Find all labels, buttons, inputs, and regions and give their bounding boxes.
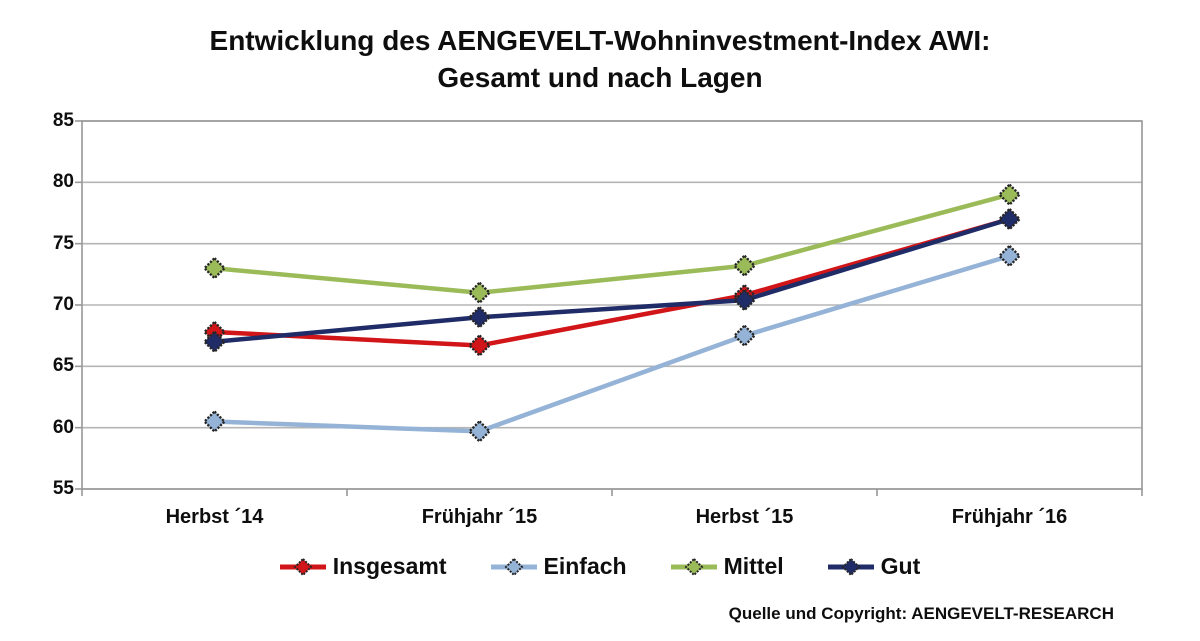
marker-einfach: [467, 419, 492, 444]
y-axis-tick-label: 60: [52, 416, 74, 438]
series-line-gut: [214, 216, 1011, 345]
x-axis-tick-label: Herbst ´14: [165, 506, 264, 528]
chart-title: Entwicklung des AENGEVELT-Wohninvestment…: [0, 22, 1200, 96]
series-line-mittel: [214, 192, 1011, 295]
y-axis-tick-label: 80: [52, 171, 74, 193]
marker-mittel: [467, 281, 492, 305]
legend-label: Einfach: [543, 553, 627, 579]
source-credit: Quelle und Copyright: AENGEVELT-RESEARCH: [728, 604, 1114, 623]
marker-einfach: [202, 409, 227, 434]
series-line-insgesamt: [214, 216, 1011, 348]
legend-marker-icon: [827, 557, 874, 576]
legend: Insgesamt Einfach Mittel Gut: [0, 553, 1200, 580]
legend-marker-icon: [490, 557, 537, 576]
marker-gut: [202, 330, 227, 354]
legend-item-einfach: Einfach: [490, 553, 627, 580]
x-axis-tick-label: Herbst ´15: [695, 506, 794, 528]
y-axis-tick-label: 70: [52, 294, 74, 315]
y-axis-tick-label: 75: [52, 232, 74, 254]
legend-label: Mittel: [723, 553, 784, 579]
series-line-einfach: [214, 253, 1011, 434]
marker-mittel: [202, 256, 227, 280]
legend-label: Insgesamt: [332, 553, 447, 579]
chart-title-line1: Entwicklung des AENGEVELT-Wohninvestment…: [209, 25, 991, 56]
y-axis-tick-label: 65: [52, 355, 74, 377]
marker-einfach: [997, 244, 1022, 268]
marker-gut: [467, 305, 492, 329]
marker-gut: [997, 207, 1022, 231]
chart-title-line2: Gesamt und nach Lagen: [437, 62, 763, 93]
y-axis-tick-label: 55: [52, 478, 74, 499]
marker-einfach: [732, 323, 757, 348]
marker-gut: [732, 288, 757, 312]
x-axis-tick-label: Frühjahr ´15: [421, 506, 538, 528]
x-axis-tick-label: Frühjahr ´16: [951, 506, 1068, 528]
marker-mittel: [997, 182, 1022, 207]
legend-item-mittel: Mittel: [670, 553, 784, 580]
y-axis-tick-label: 85: [52, 110, 74, 131]
marker-mittel: [732, 254, 757, 278]
legend-label: Gut: [880, 553, 921, 579]
legend-marker-icon: [279, 557, 326, 576]
legend-marker-icon: [670, 557, 717, 576]
marker-insgesamt: [467, 333, 492, 358]
legend-item-gut: Gut: [827, 553, 921, 580]
legend-item-insgesamt: Insgesamt: [279, 553, 447, 580]
